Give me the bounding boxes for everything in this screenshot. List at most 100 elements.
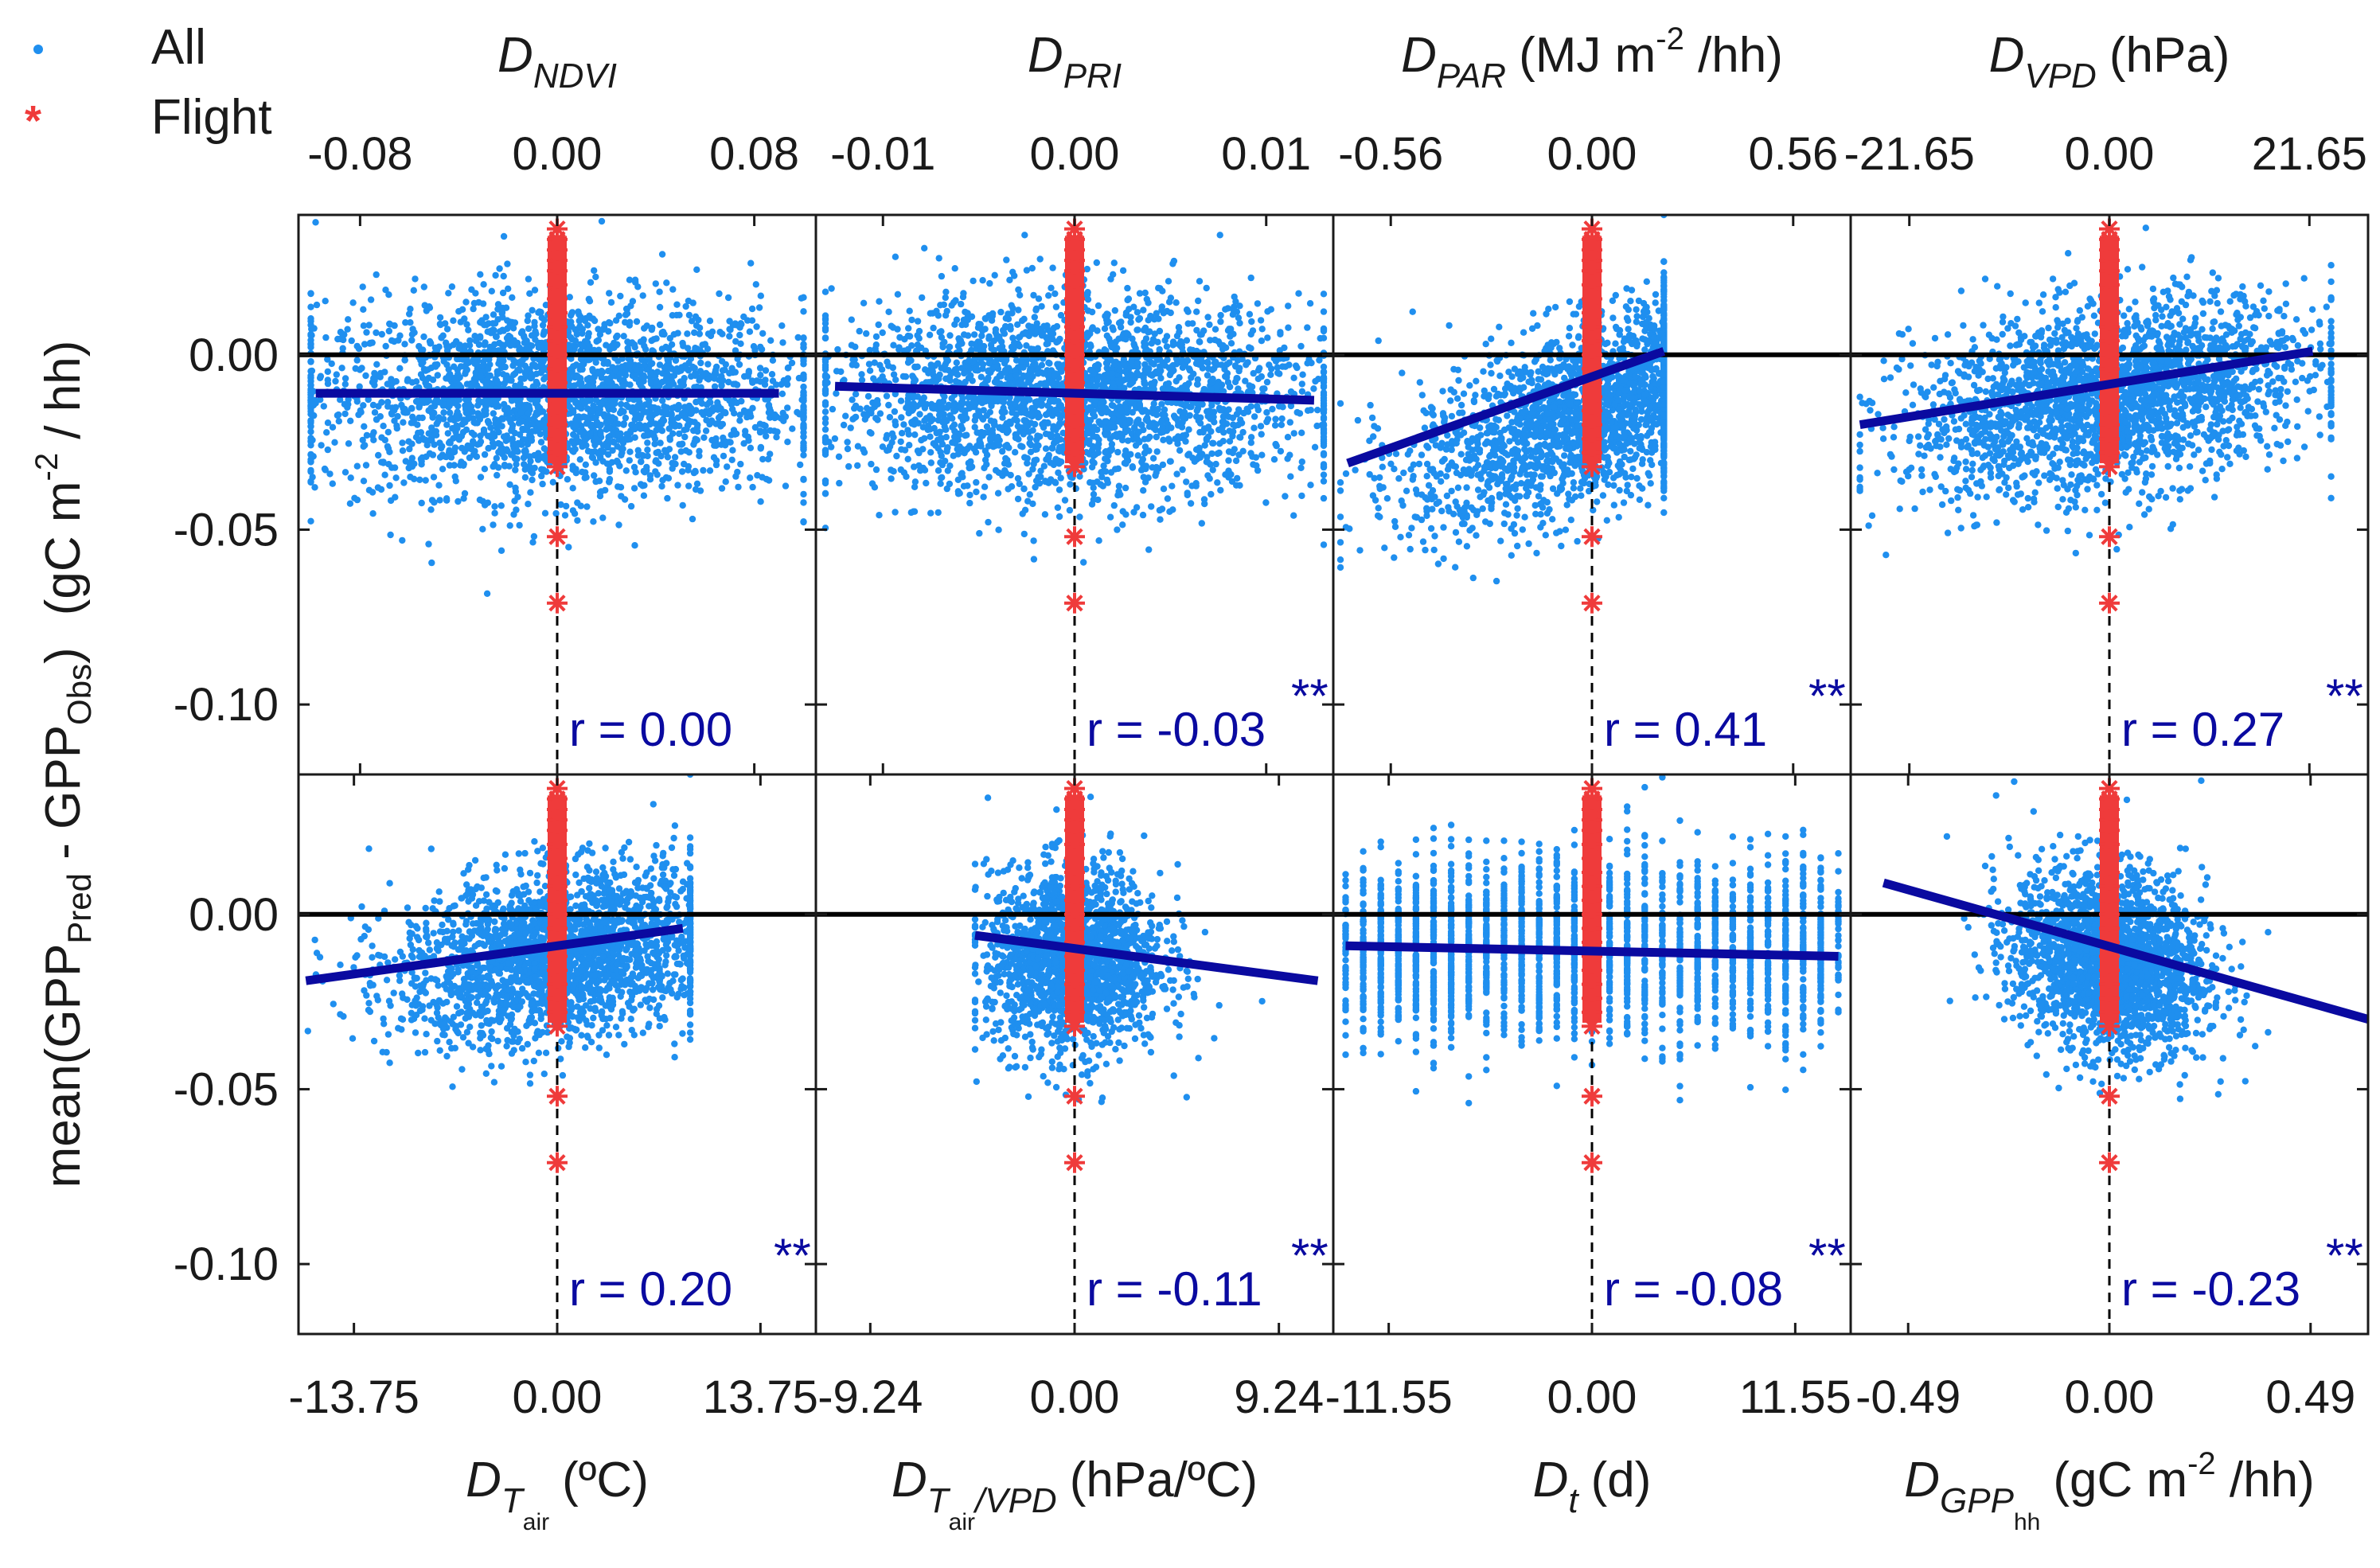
data-point	[484, 418, 492, 425]
data-point	[821, 415, 829, 422]
data-point	[511, 319, 519, 326]
data-point	[847, 424, 854, 431]
data-point	[918, 436, 925, 444]
data-point	[661, 364, 669, 372]
data-point	[602, 486, 609, 494]
data-point	[879, 373, 886, 380]
data-point	[525, 403, 533, 410]
data-point	[566, 294, 573, 301]
data-point	[1320, 541, 1328, 548]
data-point	[563, 502, 570, 510]
y-axis-label: mean(GPPPred - GPPObs)(gC m-2 / hh)	[29, 341, 98, 1188]
data-point	[1167, 309, 1174, 317]
data-point	[444, 430, 451, 437]
data-point	[1224, 305, 1231, 312]
data-point	[941, 363, 948, 370]
data-point	[1320, 389, 1328, 396]
data-point	[1203, 284, 1210, 292]
data-point	[1187, 500, 1195, 507]
data-point	[1163, 343, 1171, 350]
data-point	[1169, 341, 1176, 349]
data-point	[521, 474, 529, 481]
data-point	[603, 402, 611, 409]
data-point	[484, 499, 492, 506]
data-point	[1279, 363, 1286, 370]
data-point	[1115, 379, 1122, 387]
data-point	[1279, 404, 1286, 411]
data-point	[759, 455, 767, 463]
data-point	[472, 369, 479, 376]
data-point	[942, 434, 950, 441]
data-point	[328, 360, 335, 368]
data-point	[1102, 468, 1110, 475]
data-point	[574, 499, 581, 506]
data-point	[756, 365, 764, 372]
data-point	[1109, 324, 1116, 331]
data-point	[1134, 452, 1141, 459]
data-point	[1154, 405, 1162, 413]
data-point	[1201, 500, 1208, 508]
data-point	[680, 342, 687, 349]
data-point	[1110, 259, 1118, 267]
data-point	[638, 404, 646, 412]
data-point	[427, 506, 435, 513]
data-point	[864, 392, 872, 400]
data-point	[624, 436, 631, 443]
data-point	[440, 409, 447, 416]
data-point	[307, 340, 314, 347]
data-point	[541, 509, 549, 517]
data-point	[1012, 400, 1019, 408]
data-point	[712, 368, 719, 376]
data-point	[587, 279, 595, 286]
data-point	[821, 399, 829, 406]
data-point	[944, 357, 952, 365]
data-point	[784, 365, 792, 372]
data-point	[693, 322, 700, 330]
data-point	[971, 423, 978, 431]
data-point	[714, 399, 721, 406]
data-point	[1124, 296, 1131, 304]
data-point	[649, 430, 656, 438]
data-point	[681, 362, 689, 369]
data-point	[1020, 372, 1027, 380]
data-point	[482, 339, 489, 346]
data-point	[627, 502, 635, 510]
data-point	[1127, 318, 1134, 326]
data-point	[542, 425, 549, 432]
data-point	[1225, 457, 1232, 464]
data-point	[411, 460, 418, 467]
data-point	[646, 398, 653, 405]
data-point	[1252, 454, 1260, 461]
data-point	[378, 330, 385, 338]
data-point	[1080, 559, 1087, 566]
data-point	[497, 502, 505, 509]
data-point	[615, 357, 622, 365]
data-point	[1298, 380, 1306, 388]
data-point	[860, 299, 868, 306]
data-point	[1084, 417, 1092, 425]
data-point	[417, 371, 425, 378]
data-point	[572, 470, 579, 477]
data-point	[685, 402, 693, 410]
data-point	[758, 345, 766, 353]
data-point	[647, 377, 654, 385]
data-point	[608, 372, 615, 380]
data-point	[1159, 287, 1166, 294]
data-point	[427, 340, 435, 347]
data-point	[981, 429, 989, 437]
data-point	[789, 425, 796, 432]
data-point	[367, 296, 375, 303]
data-point	[1151, 330, 1159, 337]
data-point	[638, 458, 645, 466]
data-point	[1236, 302, 1243, 310]
data-point	[1246, 382, 1253, 389]
data-point	[591, 267, 598, 275]
data-point	[1121, 416, 1129, 423]
data-point	[1215, 426, 1223, 434]
all-points	[307, 217, 807, 597]
data-point	[1207, 337, 1214, 344]
data-point	[933, 307, 940, 314]
data-point	[1145, 546, 1153, 553]
data-point	[1152, 426, 1159, 434]
data-point	[866, 346, 874, 354]
